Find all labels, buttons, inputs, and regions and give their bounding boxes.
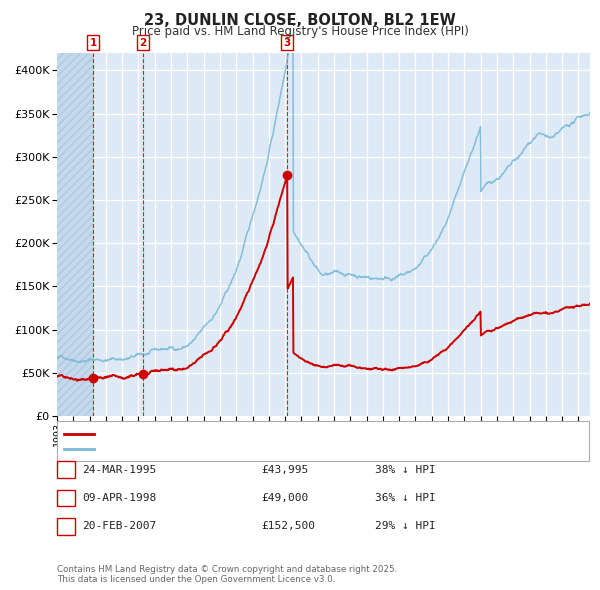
Text: Price paid vs. HM Land Registry's House Price Index (HPI): Price paid vs. HM Land Registry's House …: [131, 25, 469, 38]
Text: 2: 2: [62, 493, 70, 503]
Text: 24-MAR-1995: 24-MAR-1995: [82, 465, 157, 474]
Text: 3: 3: [62, 522, 70, 531]
Text: £43,995: £43,995: [261, 465, 308, 474]
Bar: [57, 53, 93, 416]
Text: 1: 1: [89, 38, 97, 48]
Text: £49,000: £49,000: [261, 493, 308, 503]
Text: 29% ↓ HPI: 29% ↓ HPI: [375, 522, 436, 531]
Text: 38% ↓ HPI: 38% ↓ HPI: [375, 465, 436, 474]
Text: 09-APR-1998: 09-APR-1998: [82, 493, 157, 503]
Text: 20-FEB-2007: 20-FEB-2007: [82, 522, 157, 531]
Text: £152,500: £152,500: [261, 522, 315, 531]
Text: 23, DUNLIN CLOSE, BOLTON, BL2 1EW (detached house): 23, DUNLIN CLOSE, BOLTON, BL2 1EW (detac…: [99, 430, 380, 440]
Text: 2: 2: [139, 38, 146, 48]
Text: 3: 3: [284, 38, 291, 48]
Text: 36% ↓ HPI: 36% ↓ HPI: [375, 493, 436, 503]
Text: HPI: Average price, detached house, Bolton: HPI: Average price, detached house, Bolt…: [99, 444, 316, 454]
Text: Contains HM Land Registry data © Crown copyright and database right 2025.
This d: Contains HM Land Registry data © Crown c…: [57, 565, 397, 584]
Text: 23, DUNLIN CLOSE, BOLTON, BL2 1EW: 23, DUNLIN CLOSE, BOLTON, BL2 1EW: [144, 13, 456, 28]
Text: 1: 1: [62, 465, 70, 474]
